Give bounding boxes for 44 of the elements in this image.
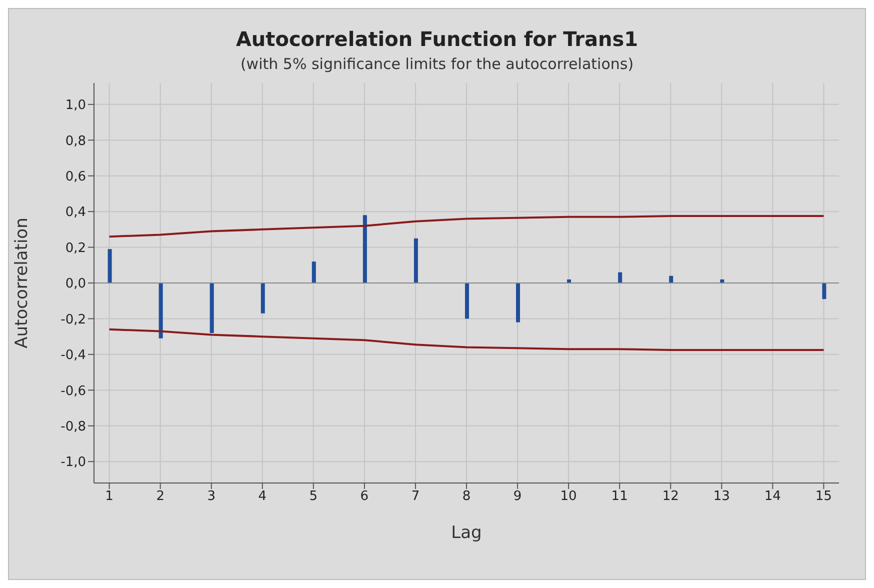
x-tick-label: 8 [462, 489, 471, 504]
x-tick-label: 12 [662, 489, 679, 504]
y-tick-label: 0,4 [65, 205, 86, 220]
y-tick-label: 0,0 [65, 276, 86, 292]
x-tick-label: 3 [207, 489, 216, 504]
x-tick-label: 14 [764, 489, 781, 504]
bar [260, 283, 265, 314]
bar [822, 283, 826, 300]
bar [414, 238, 418, 283]
bar [516, 283, 520, 322]
x-tick-label: 15 [815, 489, 832, 504]
line-series [108, 328, 825, 351]
y-tick-label: 1,0 [65, 98, 86, 114]
y-tick-label: 0,6 [65, 169, 86, 184]
y-tick-label: -0,4 [60, 348, 86, 364]
x-tick-label: 7 [411, 489, 420, 504]
x-tick-label: 13 [713, 489, 730, 504]
y-tick-label: 0,8 [65, 134, 86, 149]
y-tick-label: -0,2 [60, 312, 86, 328]
x-tick-label: 5 [309, 489, 318, 504]
bar [108, 249, 112, 283]
y-tick-label: 0,2 [65, 240, 86, 256]
bar [158, 283, 163, 338]
chart-subtitle: (with 5% significance limits for the autocorrelations) [239, 55, 635, 73]
bar [464, 283, 469, 319]
y-tick-label: -1,0 [60, 455, 86, 470]
x-tick-label: 2 [156, 489, 164, 504]
bar [618, 272, 622, 283]
y-axis-title: Autocorrelation [12, 218, 32, 348]
bar [362, 215, 367, 283]
x-tick-label: 6 [360, 489, 369, 504]
chart-title: Autocorrelation Function for Trans1 [234, 26, 640, 51]
x-tick-label: 11 [611, 489, 628, 504]
x-tick-label: 9 [513, 489, 522, 504]
bar [210, 283, 214, 333]
line-series [108, 215, 825, 238]
x-tick-label: 1 [105, 489, 114, 504]
x-tick-label: 4 [258, 489, 267, 504]
x-axis-title: Lag [451, 523, 482, 543]
x-tick-label: 10 [560, 489, 577, 504]
bar [669, 276, 674, 283]
y-tick-label: -0,6 [60, 384, 86, 399]
bar [312, 262, 316, 283]
y-tick-label: -0,8 [60, 419, 86, 434]
